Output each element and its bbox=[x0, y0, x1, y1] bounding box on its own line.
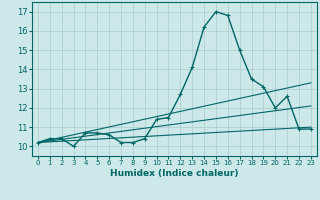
X-axis label: Humidex (Indice chaleur): Humidex (Indice chaleur) bbox=[110, 169, 239, 178]
